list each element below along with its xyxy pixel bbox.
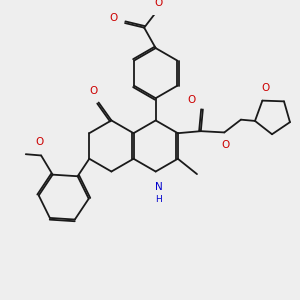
Text: O: O	[110, 13, 118, 23]
Text: O: O	[155, 0, 163, 8]
Text: O: O	[261, 83, 269, 93]
Text: O: O	[90, 86, 98, 96]
Text: O: O	[35, 137, 44, 147]
Text: H: H	[155, 195, 162, 204]
Text: O: O	[188, 95, 196, 105]
Text: N: N	[154, 182, 162, 192]
Text: O: O	[221, 140, 230, 150]
